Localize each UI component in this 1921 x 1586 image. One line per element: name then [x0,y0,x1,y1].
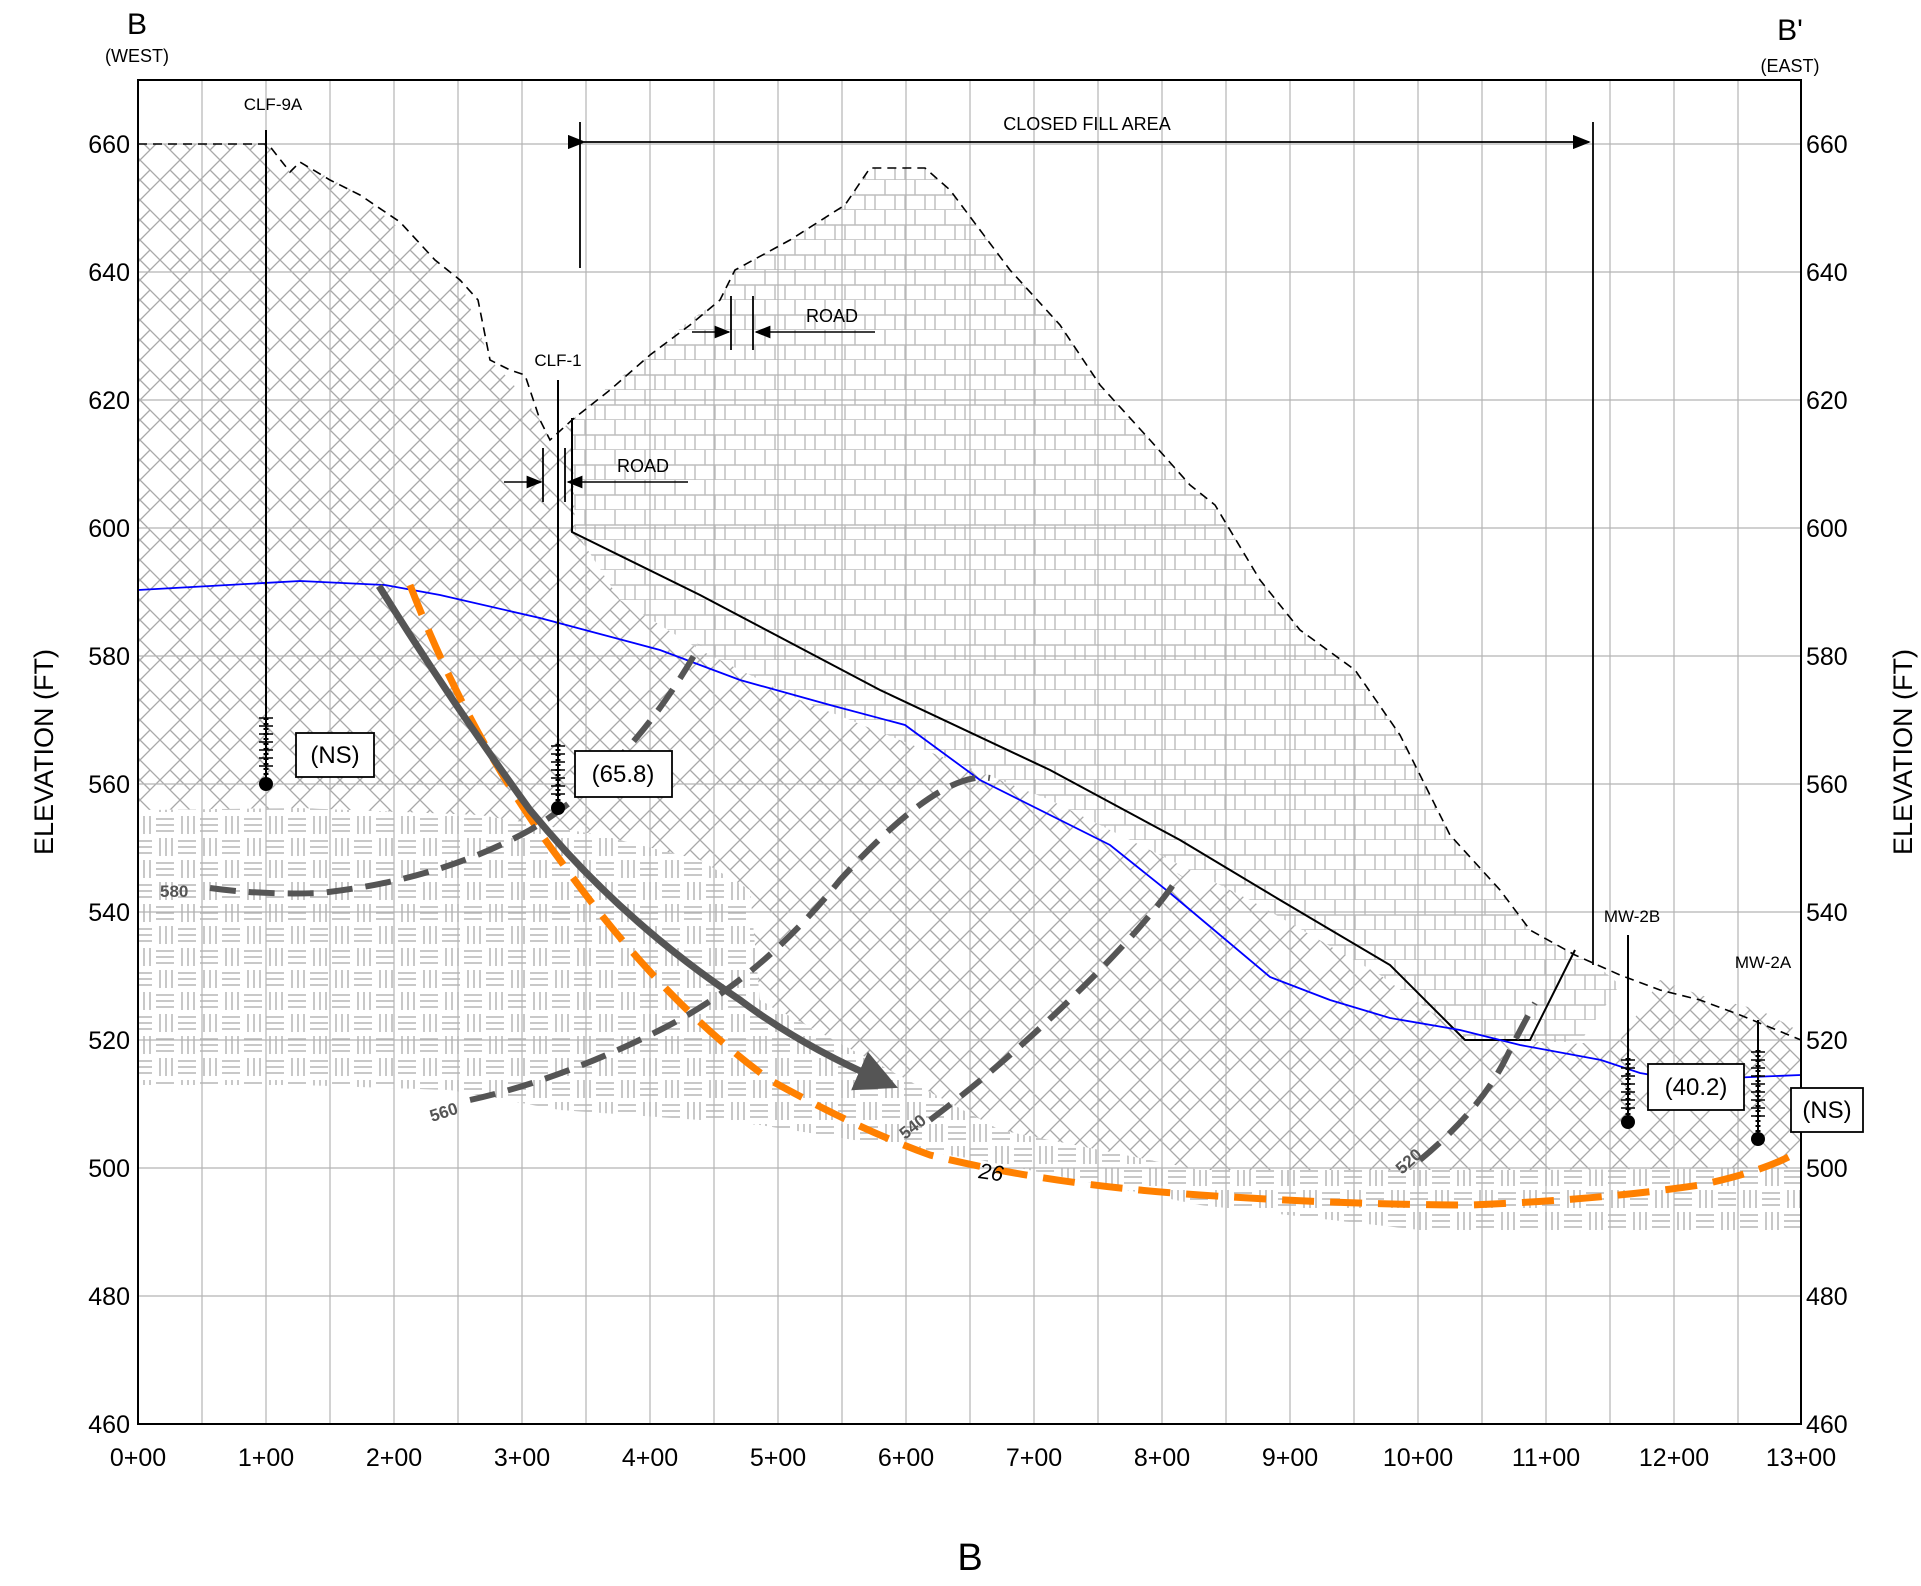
y-tick-left: 640 [88,259,130,287]
y-tick-right: 600 [1806,515,1848,543]
closed-fill-hatch [572,168,1620,1042]
section-east-direction: (EAST) [1760,56,1819,76]
well-clf-1-name: CLF-1 [534,351,581,370]
x-tick: 3+00 [494,1444,550,1472]
contour-540 [928,873,1183,1123]
x-axis: 0+00 1+00 2+00 3+00 4+00 5+00 6+00 7+00 … [110,1444,1836,1472]
y-tick-right: 580 [1806,643,1848,671]
x-tick: 7+00 [1006,1444,1062,1472]
well-clf-1-value-box [574,750,673,798]
fill-base-line [571,418,1576,1041]
y-tick-right: 640 [1806,259,1848,287]
x-tick: 9+00 [1262,1444,1318,1472]
water-table-line [137,580,1802,1081]
y-axis-right: 660 640 620 600 580 560 540 520 500 480 … [1806,131,1848,1439]
well-mw-2a-value-box [1790,1087,1864,1133]
road-upper-label: ROAD [806,306,858,326]
well-clf-9a-name: CLF-9A [244,95,303,114]
x-tick: 5+00 [750,1444,806,1472]
y-tick-left: 540 [88,899,130,927]
well-mw-2a-value: (NS) [1802,1097,1851,1124]
well-mw-2b-value: (40.2) [1665,1074,1728,1101]
y-tick-right: 660 [1806,131,1848,159]
y-tick-left: 480 [88,1283,130,1311]
closed-fill-label: CLOSED FILL AREA [1003,114,1170,134]
well-mw-2b-name: MW-2B [1604,907,1660,926]
well-clf-1-value: (65.8) [592,761,655,788]
ground-surface-line [138,143,1802,1041]
y-tick-right: 480 [1806,1283,1848,1311]
well-clf-1: CLF-1 (65.8) [534,351,673,815]
x-tick: 11+00 [1512,1444,1580,1472]
well-mw-2a: MW-2A (NS) [1735,953,1864,1146]
x-tick: 0+00 [110,1444,166,1472]
y-tick-right: 520 [1806,1027,1848,1055]
y-tick-left: 500 [88,1155,130,1183]
x-tick: 2+00 [366,1444,422,1472]
contour-520 [1418,1001,1538,1163]
section-east-letter: B' [1777,14,1803,47]
plot-frame [137,79,1802,1425]
y-tick-right: 460 [1806,1411,1848,1439]
section-west-direction: (WEST) [105,46,169,66]
x-tick: 1+00 [238,1444,294,1472]
x-tick: 8+00 [1134,1444,1190,1472]
y-tick-left: 520 [88,1027,130,1055]
y-axis-left: 660 640 620 600 580 560 540 520 500 480 … [88,131,130,1439]
y-tick-left: 580 [88,643,130,671]
contour-label-orange: 26 [976,1158,1005,1186]
y-tick-left: 660 [88,131,130,159]
well-mw-2a-name: MW-2A [1735,953,1792,972]
well-mw-2b-value-box [1647,1063,1745,1111]
road-lower-label: ROAD [617,456,669,476]
x-tick: 6+00 [878,1444,934,1472]
lower-unit-hatch [138,808,1801,1230]
y-tick-right: 560 [1806,771,1848,799]
x-tick: 4+00 [622,1444,678,1472]
y-tick-left: 560 [88,771,130,799]
section-west-letter: B [127,8,147,41]
contour-580 [209,643,703,897]
y-tick-left: 620 [88,387,130,415]
y-axis-title-left: ELEVATION (FT) [29,649,59,855]
x-tick: 10+00 [1383,1444,1453,1472]
contour-560 [469,774,991,1103]
y-tick-right: 540 [1806,899,1848,927]
y-tick-left: 460 [88,1411,130,1439]
well-mw-2b: MW-2B (40.2) [1604,907,1745,1129]
x-tick: 12+00 [1639,1444,1709,1472]
flow-arrow [376,584,898,1091]
well-clf-9a-value: (NS) [310,742,359,769]
x-tick: 13+00 [1766,1444,1836,1472]
well-clf-9a: CLF-9A (NS) [244,95,375,791]
well-clf-9a-value-box [295,732,375,778]
y-tick-right: 500 [1806,1155,1848,1183]
y-tick-right: 620 [1806,387,1848,415]
contour-label-580: 580 [160,882,188,901]
y-tick-left: 600 [88,515,130,543]
orange-contour-26 [406,583,1803,1209]
y-axis-title-right: ELEVATION (FT) [1888,649,1918,855]
section-bottom-title: B [957,1537,982,1579]
